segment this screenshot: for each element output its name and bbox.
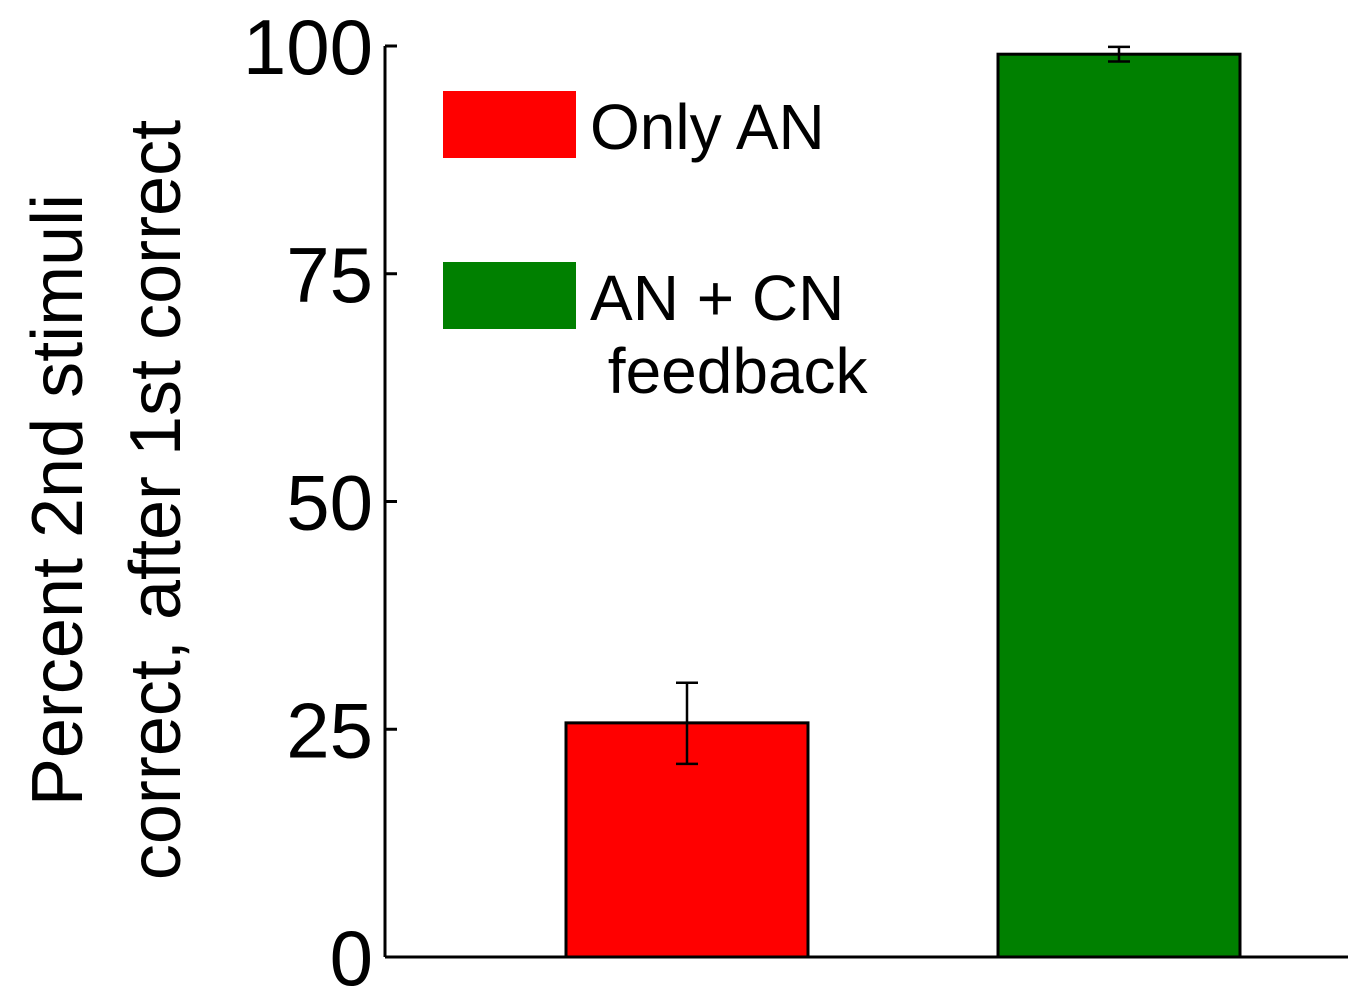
y-axis-title-line: correct, after 1st correct xyxy=(116,120,196,880)
legend-label-1: Only AN xyxy=(590,91,825,163)
y-tick-label: 25 xyxy=(286,686,373,774)
y-tick-label: 0 xyxy=(330,914,373,989)
error-bars xyxy=(676,45,1130,766)
legend: Only AN AN + CN feedback xyxy=(443,91,869,407)
y-axis-title: Percent 2nd stimuli correct, after 1st co… xyxy=(18,120,196,880)
y-axis-title-line: Percent 2nd stimuli xyxy=(18,194,98,806)
legend-swatch-2 xyxy=(443,262,576,329)
legend-label-2: AN + CN xyxy=(590,262,844,334)
bars xyxy=(564,52,1242,959)
y-tick-label: 100 xyxy=(243,3,373,91)
y-tick-label: 50 xyxy=(286,459,373,547)
legend-label-2: feedback xyxy=(590,335,869,407)
y-tick-label: 75 xyxy=(286,231,373,319)
bar-2 xyxy=(996,52,1242,959)
y-ticks: 0 25 50 75 100 xyxy=(243,3,397,989)
legend-swatch-1 xyxy=(443,91,576,158)
